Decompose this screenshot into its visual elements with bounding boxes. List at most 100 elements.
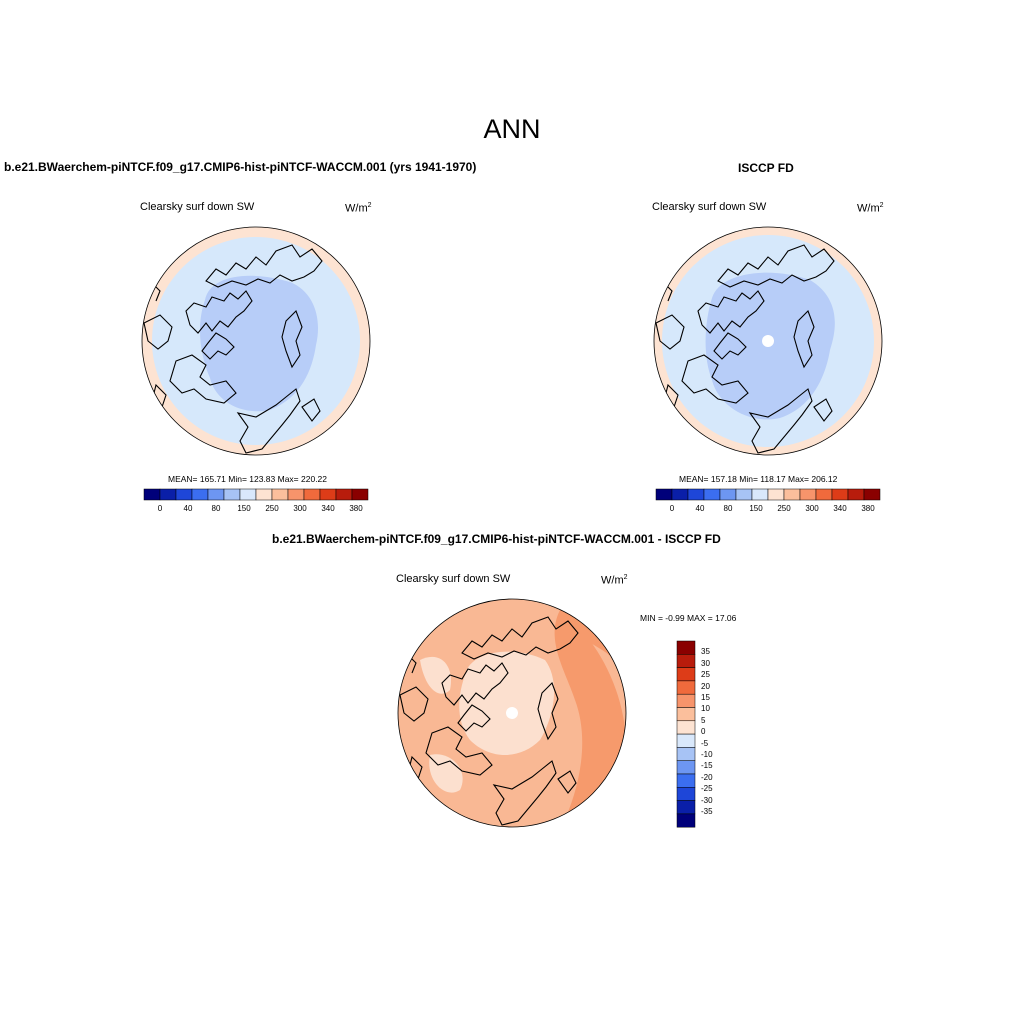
colorbar-box <box>676 654 696 668</box>
map-border <box>141 226 371 456</box>
colorbar-tick-label: -25 <box>701 784 713 794</box>
colorbar-tick-label: 35 <box>701 647 710 657</box>
colorbar-box <box>191 488 209 501</box>
colorbar-box <box>271 488 289 501</box>
colorbar-box <box>143 488 161 501</box>
panel-2-variable: Clearsky surf down SW <box>652 201 767 213</box>
colorbar-tick-label: 340 <box>833 504 847 513</box>
pole-hole <box>506 707 518 719</box>
diff-light-region <box>459 651 555 755</box>
panel-2-stats: MEAN= 157.18 Min= 118.17 Max= 206.12 <box>679 474 838 484</box>
panel-1-title: b.e21.BWaerchem-piNTCF.f09_g17.CMIP6-his… <box>4 160 477 174</box>
colorbar-tick-label: 300 <box>293 504 307 513</box>
colorbar-box <box>831 488 849 501</box>
colorbar-box <box>319 488 337 501</box>
colorbar-tick-label: -30 <box>701 795 713 805</box>
colorbar-box <box>207 488 225 501</box>
colorbar-box <box>676 680 696 695</box>
colorbar-box <box>847 488 865 501</box>
colorbar-tick-label: 20 <box>701 681 710 691</box>
colorbar-box <box>703 488 721 501</box>
colorbar-box <box>676 667 696 682</box>
panel-3-map <box>397 598 627 828</box>
colorbar-box <box>783 488 801 501</box>
colorbar-box <box>287 488 305 501</box>
colorbar-box <box>223 488 241 501</box>
colorbar-tick-label: 250 <box>777 504 791 513</box>
colorbar-tick-label: -35 <box>701 806 713 816</box>
diff-light-region-2 <box>420 656 451 694</box>
colorbar-tick-label: 0 <box>157 504 163 513</box>
colorbar-box <box>239 488 257 501</box>
panel-1-stats: MEAN= 165.71 Min= 123.83 Max= 220.22 <box>168 474 328 484</box>
colorbar-box <box>676 707 696 722</box>
panel-3-stats: MIN = -0.99 MAX = 17.06 <box>640 613 737 623</box>
map-border <box>653 226 883 456</box>
colorbar-box <box>676 800 696 815</box>
colorbar-box <box>175 488 193 501</box>
colorbar-box <box>799 488 817 501</box>
colorbar-tick-label: 380 <box>861 504 875 513</box>
colorbar-tick-label: 10 <box>701 704 710 714</box>
colorbar-box <box>751 488 769 501</box>
colorbar-box <box>687 488 705 501</box>
panel-1-variable: Clearsky surf down SW <box>140 201 255 213</box>
colorbar-box <box>767 488 785 501</box>
colorbar-tick-label: 40 <box>183 504 193 513</box>
colorbar-box <box>303 488 321 501</box>
colorbar-tick-label: 15 <box>701 692 710 702</box>
colorbar-box <box>351 488 369 501</box>
diff-strong-region-2 <box>560 608 615 660</box>
colorbar-tick-label: -15 <box>701 761 713 771</box>
colorbar-diff <box>676 640 696 828</box>
colorbar-box <box>676 813 696 828</box>
colorbar-box <box>735 488 753 501</box>
panel-3-title: b.e21.BWaerchem-piNTCF.f09_g17.CMIP6-his… <box>272 532 721 546</box>
panel-1-units: W/m2 <box>345 202 372 215</box>
colorbar-box <box>671 488 689 501</box>
colorbar-box <box>335 488 353 501</box>
colorbar-tick-label: 380 <box>349 504 363 513</box>
map-border <box>397 598 627 828</box>
colorbar-tick-label: 80 <box>211 504 221 513</box>
colorbar-box <box>655 488 673 501</box>
colorbar-box <box>676 693 696 708</box>
colorbar-tick-label: 150 <box>237 504 251 513</box>
colorbar-tick-label: -5 <box>701 738 709 748</box>
colorbar-box <box>676 787 696 801</box>
colorbar-box <box>719 488 737 501</box>
panel-3-units: W/m2 <box>601 574 628 587</box>
colorbar-tick-label: 40 <box>695 504 705 513</box>
colorbar-box <box>676 747 696 761</box>
colorbar-tick-label: -10 <box>701 749 713 759</box>
colorbar-box <box>815 488 833 501</box>
pole-hole <box>762 335 774 347</box>
colorbar-panel-1 <box>143 488 369 501</box>
colorbar-tick-label: 300 <box>805 504 819 513</box>
panel-2-map <box>653 226 883 456</box>
colorbar-tick-label: 5 <box>701 715 706 725</box>
colorbar-box <box>676 640 696 655</box>
panel-2-units: W/m2 <box>857 202 884 215</box>
colorbar-tick-label: 0 <box>669 504 675 513</box>
colorbar-panel-2 <box>655 488 881 501</box>
colorbar-box <box>159 488 177 501</box>
colorbar-tick-label: 150 <box>749 504 763 513</box>
colorbar-tick-label: 25 <box>701 670 710 680</box>
colorbar-box <box>676 773 696 788</box>
figure-title: ANN <box>483 114 541 144</box>
colorbar-tick-label: -20 <box>701 772 713 782</box>
colorbar-tick-label: 0 <box>701 727 706 737</box>
colorbar-box <box>255 488 273 501</box>
colorbar-tick-label: 80 <box>723 504 733 513</box>
colorbar-box <box>676 760 696 775</box>
colorbar-box <box>676 720 696 735</box>
colorbar-tick-label: 340 <box>321 504 335 513</box>
colorbar-box <box>863 488 881 501</box>
colorbar-tick-label: 30 <box>701 658 710 668</box>
panel-3-variable: Clearsky surf down SW <box>396 573 511 585</box>
panel-2-title: ISCCP FD <box>738 161 794 175</box>
colorbar-box <box>676 733 696 748</box>
panel-1-map <box>141 226 371 456</box>
